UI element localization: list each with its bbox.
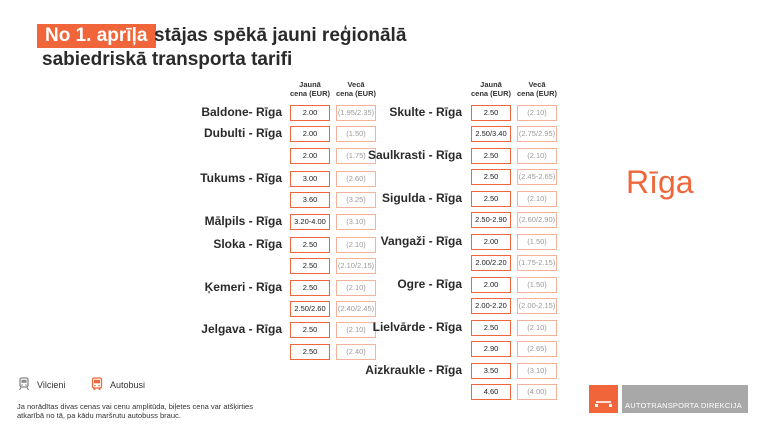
old-price-box: (1.75-2.15) <box>517 255 557 271</box>
old-price-box: (2.10) <box>336 237 376 253</box>
old-price-box: (2.10) <box>517 148 557 164</box>
title-badge: No 1. aprīļa <box>37 24 157 48</box>
new-price-box: 2.00 <box>290 126 330 142</box>
train-legend-label: Vilcieni <box>37 380 66 390</box>
old-price-box: (3.10) <box>336 214 376 230</box>
old-price-box: (2.10/2.15) <box>336 258 376 274</box>
new-price-header-left: Jaunā cena (EUR) <box>289 80 330 98</box>
page-title-line2: sabiedriskā transporta tarifi <box>42 49 293 70</box>
old-price-box: (3.10) <box>517 363 557 379</box>
new-price-box: 2.00/2.20 <box>471 255 511 271</box>
route-name: Mālpils - Rīga <box>204 214 282 228</box>
new-price-box: 2.50 <box>471 105 511 121</box>
old-price-box: (2.65) <box>517 341 557 357</box>
old-price-box: (2.75/2.95) <box>517 126 557 142</box>
new-price-box: 2.00 <box>471 277 511 293</box>
new-price-box: 2.50/3.40 <box>471 126 511 142</box>
city-label: Rīga <box>626 164 694 200</box>
old-price-header-right: Vecā cena (EUR) <box>516 80 557 98</box>
new-price-box: 2.50/2.60 <box>290 301 330 317</box>
route-name: Dubulti - Rīga <box>204 126 282 140</box>
old-price-box: (2.60/2.90) <box>517 212 557 228</box>
route-name: Lielvārde - Rīga <box>372 320 462 334</box>
new-price-box: 2.50 <box>471 320 511 336</box>
route-name: Ogre - Rīga <box>397 277 462 291</box>
route-name: Aizkraukle - Rīga <box>365 363 462 377</box>
old-price-header-left: Vecā cena (EUR) <box>335 80 376 98</box>
new-price-box: 2.50 <box>471 169 511 185</box>
new-price-box: 3.60 <box>290 192 330 208</box>
bus-legend-label: Autobusi <box>110 380 146 390</box>
route-name: Tukums - Rīga <box>200 171 282 185</box>
new-price-box: 2.00 <box>290 148 330 164</box>
old-price-box: (1.95/2.35) <box>336 105 376 121</box>
old-price-box: (2.00-2.15) <box>517 298 557 314</box>
new-price-box: 2.50 <box>471 191 511 207</box>
logo-mark-icon <box>595 401 612 407</box>
old-price-box: (4.00) <box>517 384 557 400</box>
old-price-box: (1.75) <box>336 148 376 164</box>
logo-square <box>589 385 618 413</box>
new-price-box: 2.50 <box>290 322 330 338</box>
route-name: Saulkrasti - Rīga <box>367 148 462 162</box>
old-price-box: (2.40) <box>336 344 376 360</box>
old-price-box: (1.50) <box>517 277 557 293</box>
new-price-box: 2.50 <box>471 148 511 164</box>
route-name: Sigulda - Rīga <box>381 191 462 205</box>
route-name: Jelgava - Rīga <box>201 322 282 336</box>
route-name: Sloka - Rīga <box>213 237 282 251</box>
new-price-box: 3.20-4.00 <box>290 214 330 230</box>
new-price-box: 3.00 <box>290 171 330 187</box>
old-price-box: (1.50) <box>517 234 557 250</box>
new-price-box: 2.00 <box>290 105 330 121</box>
bus-icon <box>91 377 103 390</box>
route-name: Vangaži - Rīga <box>380 234 462 248</box>
logo-text: AUTOTRANSPORTA DIREKCIJA <box>625 401 742 410</box>
old-price-box: (2.60) <box>336 171 376 187</box>
old-price-box: (2.10) <box>336 280 376 296</box>
new-price-box: 2.50 <box>290 344 330 360</box>
new-price-header-right: Jaunā cena (EUR) <box>470 80 511 98</box>
footnote: Ja norādītas divas cenas vai cenu amplit… <box>17 402 253 420</box>
old-price-box: (2.10) <box>517 105 557 121</box>
new-price-box: 2.50 <box>290 280 330 296</box>
new-price-box: 2.90 <box>471 341 511 357</box>
new-price-box: 2.50 <box>290 237 330 253</box>
train-icon <box>18 377 30 391</box>
old-price-box: (2.10) <box>336 322 376 338</box>
old-price-box: (2.40/2.45) <box>336 301 376 317</box>
new-price-box: 2.00-2.20 <box>471 298 511 314</box>
new-price-box: 3.50 <box>471 363 511 379</box>
old-price-box: (1.50) <box>336 126 376 142</box>
old-price-box: (2.10) <box>517 320 557 336</box>
logo-bar <box>622 385 748 413</box>
page-title-line1: stājas spēkā jauni reģionālā <box>154 25 407 46</box>
route-name: Ķemeri - Rīga <box>204 280 282 294</box>
old-price-box: (3.25) <box>336 192 376 208</box>
old-price-box: (2.45-2.65) <box>517 169 557 185</box>
new-price-box: 2.50 <box>290 258 330 274</box>
route-name: Baldone- Rīga <box>201 105 282 119</box>
new-price-box: 2.00 <box>471 234 511 250</box>
route-name: Skulte - Rīga <box>389 105 462 119</box>
old-price-box: (2.10) <box>517 191 557 207</box>
new-price-box: 4.60 <box>471 384 511 400</box>
new-price-box: 2.50-2.90 <box>471 212 511 228</box>
